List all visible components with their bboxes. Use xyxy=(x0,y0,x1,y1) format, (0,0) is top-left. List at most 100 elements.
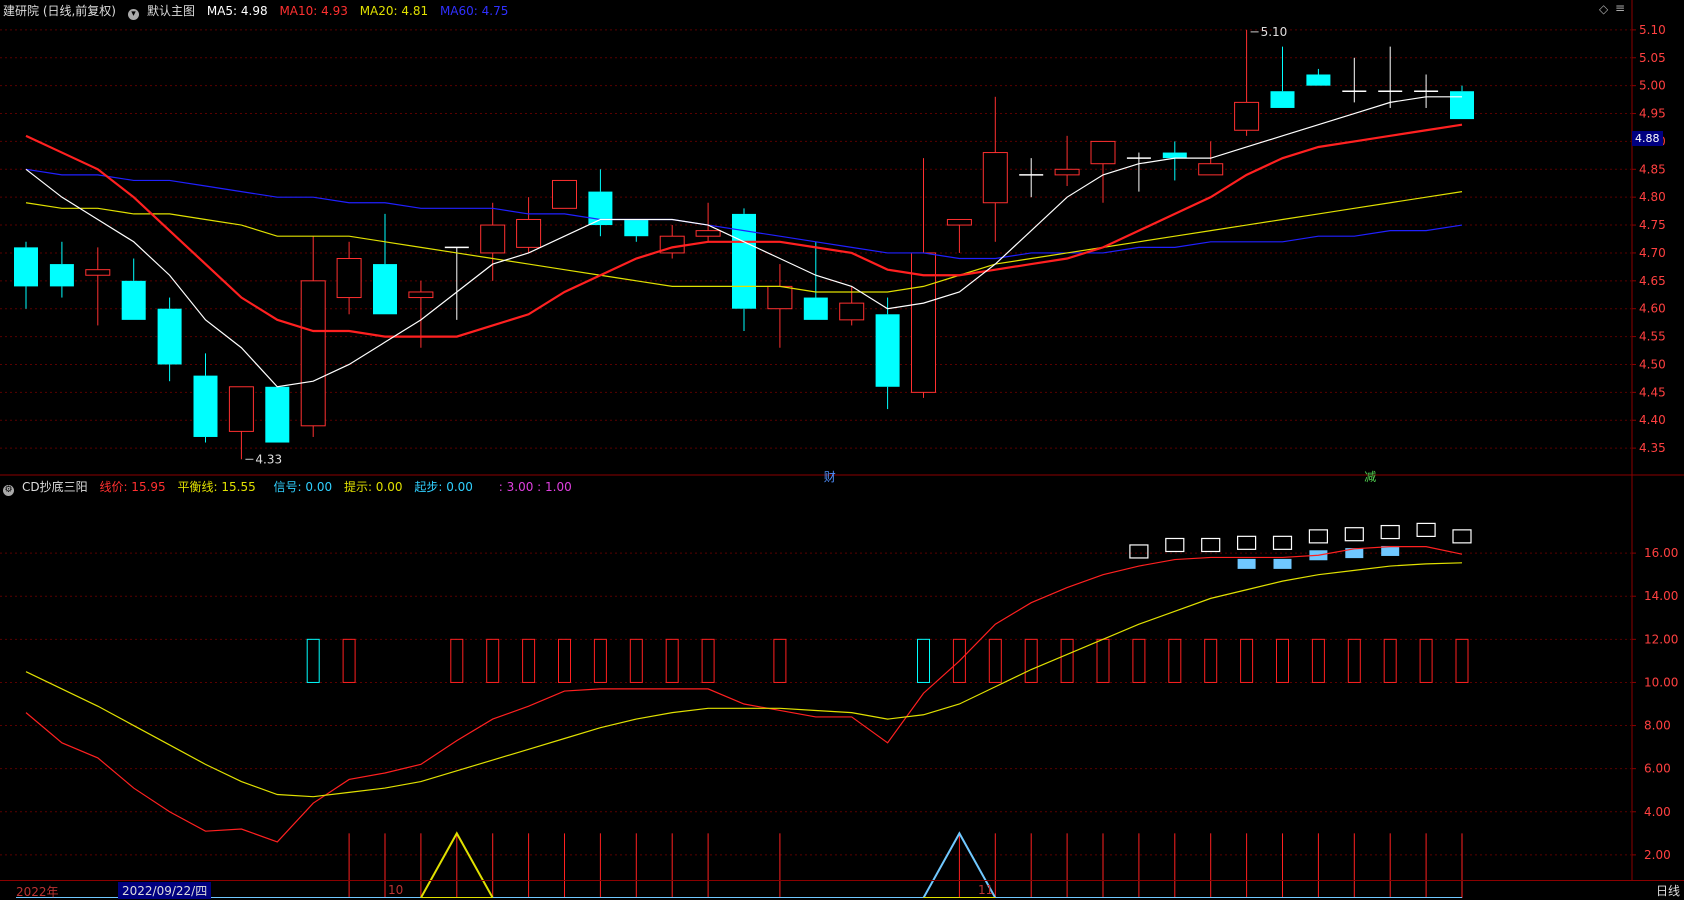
ind-y-tick-label: 14.00 xyxy=(1644,589,1678,603)
main-y-tick-label: 4.70 xyxy=(1639,246,1666,260)
main-y-tick-label: 4.95 xyxy=(1639,107,1666,121)
candle-body-up xyxy=(767,285,793,310)
dropdown-icon[interactable]: ▾ xyxy=(128,9,139,20)
signal-bar-red xyxy=(486,638,500,683)
event-label-finance: 财 xyxy=(824,470,836,484)
blue-marker-box xyxy=(1273,558,1292,569)
main-template[interactable]: 默认主图 xyxy=(147,4,196,18)
main-header: 建研院 (日线,前复权) ▾ 默认主图 MA5: 4.98 MA10: 4.93 M… xyxy=(3,2,516,20)
candle-body-down xyxy=(193,375,218,437)
main-y-tick-label: 4.65 xyxy=(1639,274,1666,288)
signal-bar-red xyxy=(665,638,679,683)
candle-body-down xyxy=(157,308,182,365)
main-y-tick-label: 4.40 xyxy=(1639,413,1666,427)
menu-icon[interactable]: ≡ xyxy=(1615,1,1626,15)
candle-body-down xyxy=(121,280,146,320)
ma5-readout: MA5: 4.98 xyxy=(206,4,268,18)
line-price-readout: 线价: 15.95 xyxy=(99,480,166,494)
candle-body-up xyxy=(1090,140,1116,165)
hint-readout: 提示: 0.00 xyxy=(343,480,403,494)
event-label-reduce: 减 xyxy=(1364,470,1376,484)
signal-bar-red xyxy=(1132,638,1146,683)
candle-body-up xyxy=(552,179,577,209)
signal-bar-red xyxy=(701,638,715,683)
main-y-tick-label: 5.10 xyxy=(1639,23,1666,37)
signal-bar-red xyxy=(1383,638,1397,683)
blue-marker-box xyxy=(1381,545,1400,556)
start-readout: 起步: 0.00 xyxy=(414,480,473,494)
candle-body-down xyxy=(1450,91,1474,120)
main-y-tick-label: 5.05 xyxy=(1639,51,1666,65)
indicator-gear-icon[interactable]: ⚙ xyxy=(3,485,14,496)
signal-bar-red xyxy=(1204,638,1218,683)
signal-readout: 信号: 0.00 xyxy=(273,480,333,494)
expand-icon[interactable]: ◇ xyxy=(1599,2,1609,16)
signal-bar-red xyxy=(1060,638,1074,683)
candle-body-up xyxy=(1234,101,1260,131)
date-cursor-label: 2022/09/22/四 xyxy=(118,882,212,899)
candle-body-up xyxy=(336,258,362,299)
candle-body-down xyxy=(265,386,290,443)
main-y-tick-label: 4.45 xyxy=(1639,385,1666,399)
ind-y-tick-label: 16.00 xyxy=(1644,546,1678,560)
signal-bar-red xyxy=(1276,638,1289,683)
white-marker-box xyxy=(1344,527,1364,542)
signal-bar-red xyxy=(1455,638,1469,683)
ma20-readout: MA20: 4.81 xyxy=(359,4,429,18)
params-readout: : 3.00 : 1.00 xyxy=(498,480,572,494)
candle-body-up xyxy=(1054,168,1080,176)
candle-body-up xyxy=(516,218,542,248)
white-marker-box xyxy=(1201,537,1221,553)
indicator-name[interactable]: CD抄底三阳 xyxy=(22,480,88,494)
year-label: 2022年 xyxy=(16,885,59,899)
stock-name[interactable]: 建研院 (日线,前复权) xyxy=(3,4,116,18)
signal-bar-red xyxy=(773,638,787,683)
period-label[interactable]: 日线 xyxy=(1655,884,1680,898)
main-y-tick-label: 4.60 xyxy=(1639,302,1666,316)
line-price-line xyxy=(25,546,1463,843)
month-11-label: 11 xyxy=(978,883,994,897)
signal-bar-red xyxy=(450,638,464,683)
candle-body-up xyxy=(480,224,506,254)
white-marker-box xyxy=(1380,524,1400,540)
signal-bar-red xyxy=(988,638,1002,683)
signal-bar-red xyxy=(522,638,536,683)
signal-bar-red xyxy=(1347,638,1361,683)
candle-body-up xyxy=(228,386,254,432)
signal-bar-red xyxy=(1024,638,1038,683)
ind-y-tick-label: 6.00 xyxy=(1644,762,1671,776)
balance-line xyxy=(25,562,1463,798)
candle-body-up xyxy=(300,280,326,427)
signal-bar-cyan xyxy=(917,638,930,683)
ma10-readout: MA10: 4.93 xyxy=(279,4,348,18)
candle-body-down xyxy=(803,297,828,320)
ma20-line xyxy=(25,191,1463,293)
white-marker-box xyxy=(1452,529,1472,544)
candle-body-up xyxy=(85,269,111,276)
candle-body-down xyxy=(1306,74,1331,86)
candle-body-up xyxy=(946,218,972,226)
time-axis: 2022年 2022/09/22/四 10 11 日线 xyxy=(0,880,1684,899)
main-y-tick-label: 4.35 xyxy=(1639,441,1666,455)
month-10-label: 10 xyxy=(388,883,404,897)
white-marker-box xyxy=(1165,537,1185,553)
white-marker-box xyxy=(1129,544,1149,559)
signal-bar-red xyxy=(1419,638,1433,683)
low-label: 4.33 xyxy=(255,452,282,466)
signal-bar-red xyxy=(1168,638,1182,683)
signal-bar-red xyxy=(1240,638,1254,683)
ind-y-tick-label: 8.00 xyxy=(1644,719,1671,733)
white-marker-box xyxy=(1416,522,1436,538)
candle-body-down xyxy=(624,219,649,237)
candle-body-down xyxy=(14,247,38,287)
candle-body-up xyxy=(982,152,1008,204)
signal-bar-red xyxy=(952,638,966,683)
signal-triangle-cyan xyxy=(922,831,997,898)
blue-marker-box xyxy=(1237,558,1256,569)
candle-body-up xyxy=(1198,163,1224,176)
signal-bar-red xyxy=(1311,638,1325,683)
main-y-tick-label: 4.50 xyxy=(1639,357,1666,371)
white-marker-box xyxy=(1272,535,1293,550)
high-label: 5.10 xyxy=(1261,25,1288,39)
